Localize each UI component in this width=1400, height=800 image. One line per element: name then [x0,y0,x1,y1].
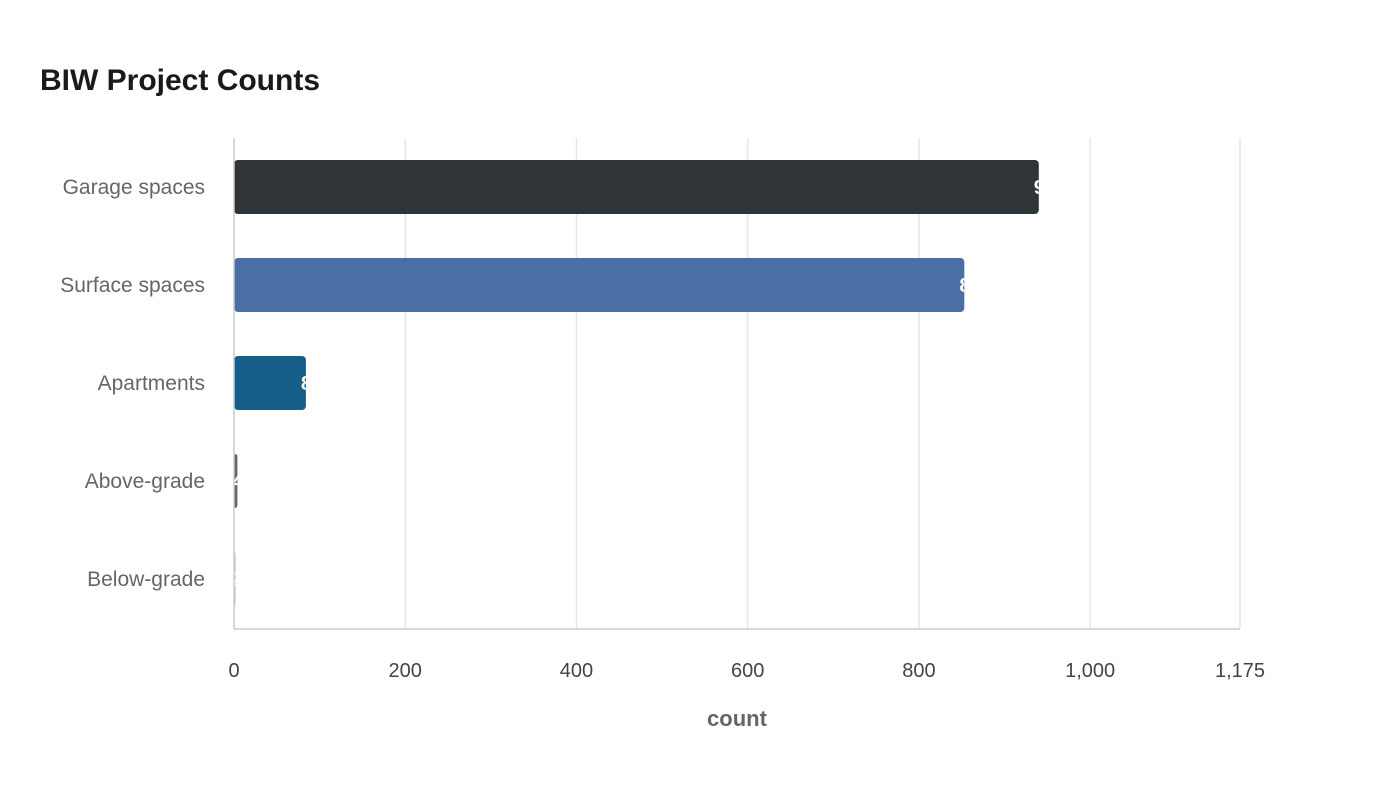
x-tick-label: 800 [902,660,935,682]
bar-value-label: 4 [232,471,244,493]
bar-value-label: 940 [1034,177,1067,199]
category-label: Garage spaces [63,176,205,199]
x-tick-label: 0 [228,660,239,682]
x-tick-label: 400 [560,660,593,682]
category-label: Above-grade [85,470,205,493]
x-tick-label: 200 [389,660,422,682]
bar-value-label: 2 [231,569,242,591]
category-labels: Garage spaces Surface spaces Apartments Abo… [60,176,205,591]
category-label: Apartments [98,372,205,395]
category-label: Surface spaces [60,274,205,297]
bar[interactable] [234,258,965,312]
category-label: Below-grade [87,568,205,591]
axes [233,138,1240,630]
bar[interactable] [234,356,306,410]
x-tick-label: 1,175 [1215,660,1265,682]
bar[interactable] [234,454,238,508]
chart-title: BIW Project Counts [40,64,320,97]
x-axis-title: count [707,706,768,731]
x-tick-labels: 0 200 400 600 800 1,000 1,175 [228,660,1265,682]
bar[interactable] [234,160,1039,214]
x-tick-label: 600 [731,660,764,682]
grid-lines [404,138,1241,629]
bar-value-label: 84 [301,373,324,395]
bars: 940 853 84 4 2 [231,160,1067,606]
bar-value-label: 853 [959,275,992,297]
x-tick-label: 1,000 [1065,660,1115,682]
